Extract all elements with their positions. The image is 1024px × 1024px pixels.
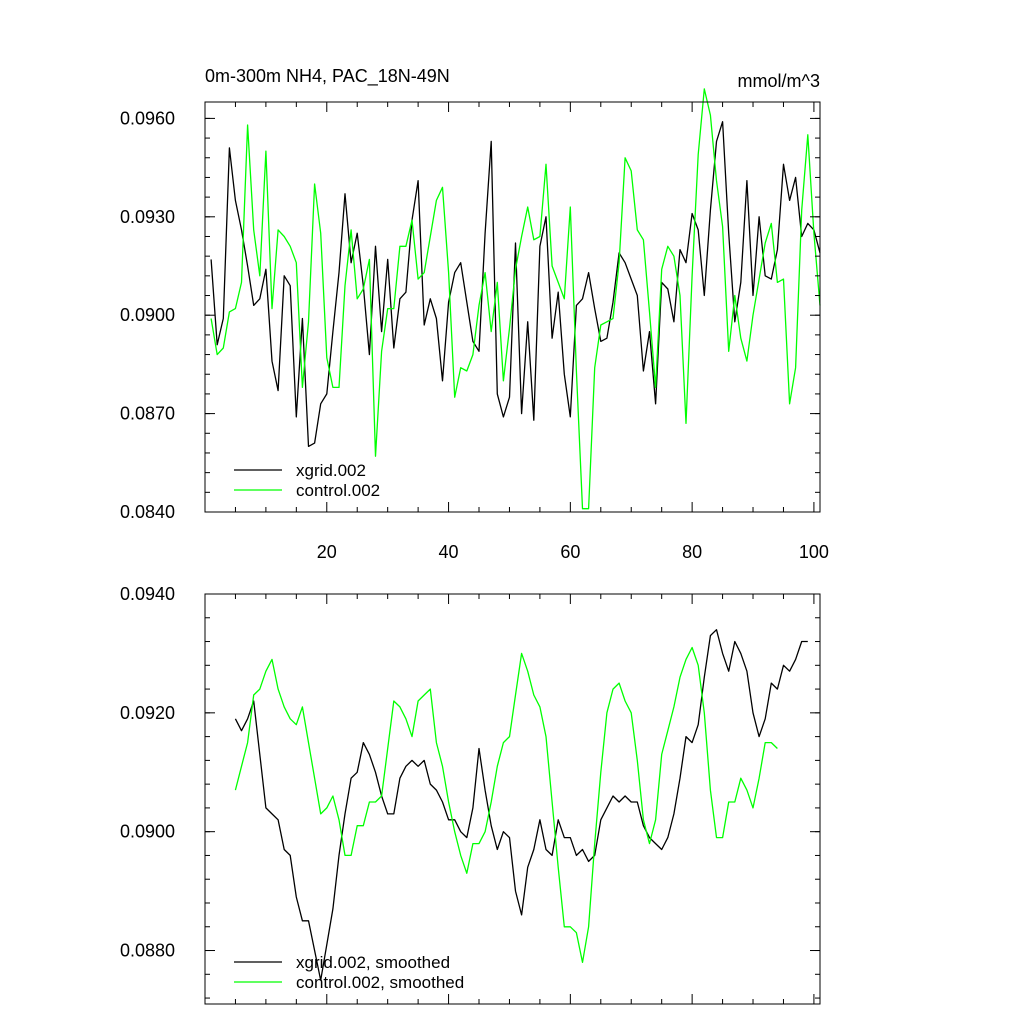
top-chart-title: 0m-300m NH4, PAC_18N-49N xyxy=(205,66,450,87)
y-tick-label: 0.0940 xyxy=(120,584,175,604)
y-tick-label: 0.0920 xyxy=(120,703,175,723)
bottom-legend: xgrid.002, smoothed control.002, smoothe… xyxy=(234,953,464,992)
x-tick-label: 60 xyxy=(560,542,580,562)
top-tick-labels-group: 20 40 60 80 100 0.0840 0.0870 0.0900 0.0930 0.096… xyxy=(120,108,829,562)
y-tick-label: 0.0840 xyxy=(120,502,175,522)
x-tick-label: 40 xyxy=(439,542,459,562)
bottom-plot-frame xyxy=(204,593,821,1005)
bottom-tick-labels-group: 0.0880 0.0900 0.0920 0.0940 xyxy=(120,584,175,961)
bottom-ticks-group xyxy=(205,593,820,1004)
top-legend-label-control: control.002 xyxy=(296,481,380,500)
y-tick-label: 0.0960 xyxy=(120,108,175,128)
top-chart-units: mmol/m^3 xyxy=(738,71,820,91)
bottom-series-group xyxy=(234,629,808,981)
y-tick-label: 0.0900 xyxy=(120,305,175,325)
top-legend: xgrid.002 control.002 xyxy=(234,461,380,500)
top-plot-frame xyxy=(204,101,821,513)
series-line-xgrid-002-smoothed xyxy=(234,629,808,981)
bottom-chart: 0.0880 0.0900 0.0920 0.0940 xgrid.002, smoo… xyxy=(120,584,821,1005)
series-line-control-002-smoothed xyxy=(234,646,778,964)
series-line-xgrid-002 xyxy=(210,121,821,448)
x-tick-label: 80 xyxy=(682,542,702,562)
x-tick-label: 20 xyxy=(317,542,337,562)
bottom-legend-label-control: control.002, smoothed xyxy=(296,973,464,992)
x-tick-label: 100 xyxy=(799,542,829,562)
y-tick-label: 0.0900 xyxy=(120,822,175,842)
top-chart: 0m-300m NH4, PAC_18N-49N mmol/m^3 20 40 60… xyxy=(120,66,829,562)
top-series-group xyxy=(210,88,821,510)
y-tick-label: 0.0930 xyxy=(120,207,175,227)
y-tick-label: 0.0880 xyxy=(120,941,175,961)
series-line-control-002 xyxy=(210,88,821,510)
top-legend-label-xgrid: xgrid.002 xyxy=(296,461,366,480)
y-tick-label: 0.0870 xyxy=(120,404,175,424)
bottom-legend-label-xgrid: xgrid.002, smoothed xyxy=(296,953,450,972)
